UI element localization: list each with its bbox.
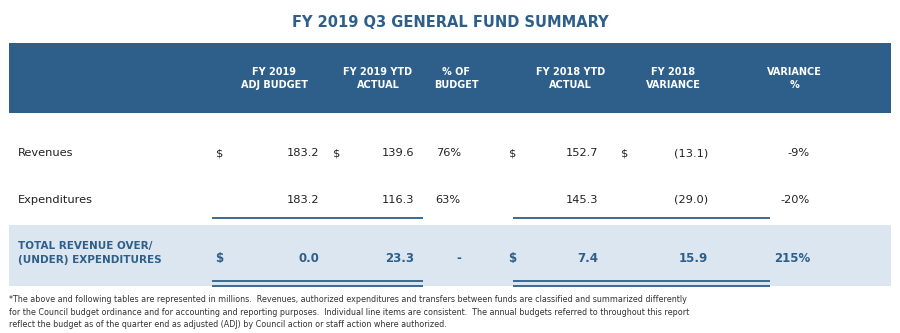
- Text: 152.7: 152.7: [566, 148, 598, 158]
- Text: FY 2019 Q3 GENERAL FUND SUMMARY: FY 2019 Q3 GENERAL FUND SUMMARY: [292, 15, 608, 30]
- Text: TOTAL REVENUE OVER/
(UNDER) EXPENDITURES: TOTAL REVENUE OVER/ (UNDER) EXPENDITURES: [18, 241, 162, 265]
- Text: $: $: [509, 148, 517, 158]
- Text: $: $: [333, 148, 340, 158]
- Text: 23.3: 23.3: [385, 251, 414, 265]
- Text: -: -: [456, 251, 461, 265]
- Text: Expenditures: Expenditures: [18, 195, 93, 205]
- Text: Revenues: Revenues: [18, 148, 74, 158]
- Text: -9%: -9%: [788, 148, 810, 158]
- Text: FY 2019
ADJ BUDGET: FY 2019 ADJ BUDGET: [241, 67, 308, 90]
- Text: $: $: [216, 148, 223, 158]
- FancyBboxPatch shape: [9, 225, 891, 286]
- Text: 63%: 63%: [436, 195, 461, 205]
- Text: FY 2019 YTD
ACTUAL: FY 2019 YTD ACTUAL: [344, 67, 412, 90]
- Text: % OF
BUDGET: % OF BUDGET: [434, 67, 479, 90]
- Text: $: $: [508, 251, 517, 265]
- Text: 139.6: 139.6: [382, 148, 414, 158]
- Text: 7.4: 7.4: [578, 251, 599, 265]
- Text: $: $: [621, 148, 628, 158]
- Text: FY 2018
VARIANCE: FY 2018 VARIANCE: [646, 67, 700, 90]
- Text: VARIANCE
%: VARIANCE %: [768, 67, 822, 90]
- Text: 0.0: 0.0: [299, 251, 320, 265]
- Text: (13.1): (13.1): [674, 148, 708, 158]
- Text: 145.3: 145.3: [566, 195, 598, 205]
- Text: (29.0): (29.0): [674, 195, 708, 205]
- Text: 183.2: 183.2: [287, 148, 320, 158]
- Text: *The above and following tables are represented in millions.  Revenues, authoriz: *The above and following tables are repr…: [9, 295, 689, 329]
- Text: 215%: 215%: [774, 251, 810, 265]
- Text: FY 2018 YTD
ACTUAL: FY 2018 YTD ACTUAL: [536, 67, 605, 90]
- Text: $: $: [215, 251, 223, 265]
- Text: 15.9: 15.9: [680, 251, 708, 265]
- FancyBboxPatch shape: [9, 43, 891, 113]
- Text: 76%: 76%: [436, 148, 461, 158]
- Text: 183.2: 183.2: [287, 195, 320, 205]
- Text: 116.3: 116.3: [382, 195, 414, 205]
- Text: -20%: -20%: [781, 195, 810, 205]
